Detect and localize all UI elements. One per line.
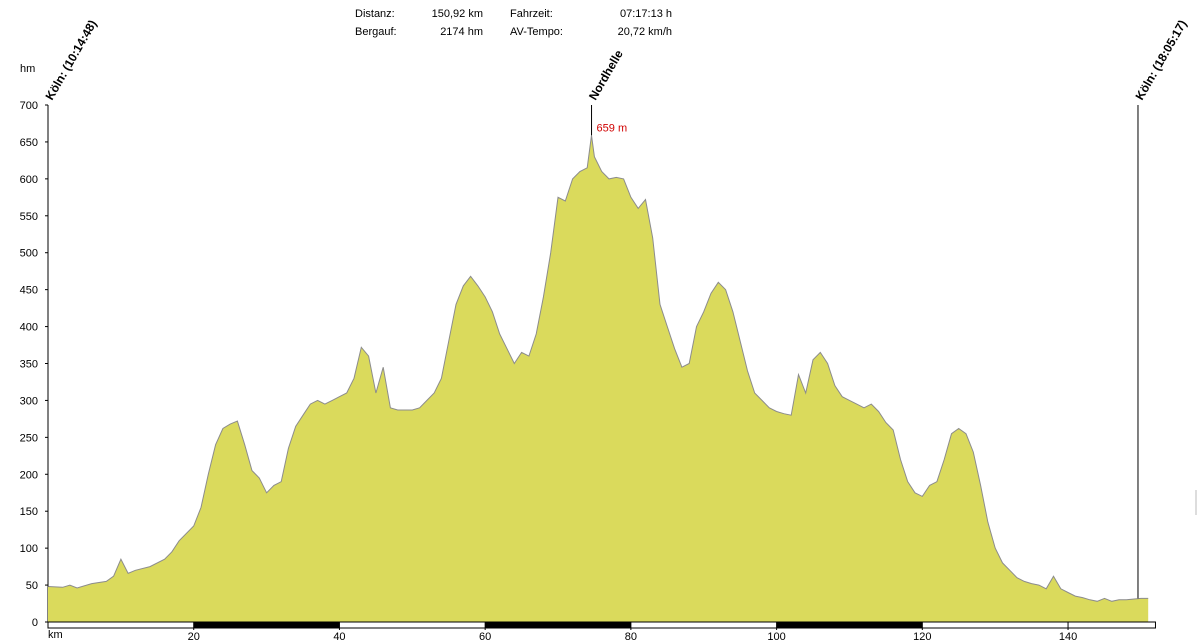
x-tick-label: 20 xyxy=(188,631,200,643)
y-tick-label: 300 xyxy=(20,395,38,407)
y-tick-label: 400 xyxy=(20,322,38,334)
marker-label: Nordhelle xyxy=(586,47,626,102)
elevation-area xyxy=(48,135,1149,623)
y-tick-label: 50 xyxy=(26,580,38,592)
y-tick-label: 250 xyxy=(20,432,38,444)
stat-value: 150,92 km xyxy=(432,8,483,20)
stat-label: Bergauf: xyxy=(355,26,397,38)
y-tick-label: 500 xyxy=(20,248,38,260)
y-tick-label: 450 xyxy=(20,285,38,297)
y-tick-label: 200 xyxy=(20,469,38,481)
x-axis-segment xyxy=(193,622,340,628)
stat-label: AV-Tempo: xyxy=(510,26,563,38)
x-tick-label: 60 xyxy=(479,631,491,643)
y-tick-label: 350 xyxy=(20,359,38,371)
marker-label: Köln: (10:14:48) xyxy=(42,18,99,103)
y-tick-label: 700 xyxy=(20,100,38,112)
x-axis-segment xyxy=(485,622,631,628)
stat-value: 2174 hm xyxy=(440,26,483,38)
y-tick-label: 150 xyxy=(20,506,38,518)
stat-label: Fahrzeit: xyxy=(510,8,553,20)
peak-label: 659 m xyxy=(597,122,628,134)
x-unit: km xyxy=(48,629,63,641)
y-unit: hm xyxy=(20,63,35,75)
y-tick-label: 100 xyxy=(20,543,38,555)
stat-value: 20,72 km/h xyxy=(618,26,672,38)
x-axis-segment xyxy=(776,622,923,628)
x-tick-label: 40 xyxy=(333,631,345,643)
x-tick-label: 80 xyxy=(625,631,637,643)
y-tick-label: 650 xyxy=(20,137,38,149)
stat-label: Distanz: xyxy=(355,8,395,20)
marker-label: Köln: (18:05:17) xyxy=(1132,18,1189,103)
x-tick-label: 100 xyxy=(767,631,785,643)
y-tick-label: 0 xyxy=(32,617,38,629)
y-tick-label: 550 xyxy=(20,211,38,223)
x-tick-label: 140 xyxy=(1059,631,1077,643)
x-tick-label: 120 xyxy=(913,631,931,643)
y-tick-label: 600 xyxy=(20,174,38,186)
stat-value: 07:17:13 h xyxy=(620,8,672,20)
elevation-line xyxy=(47,135,1149,602)
